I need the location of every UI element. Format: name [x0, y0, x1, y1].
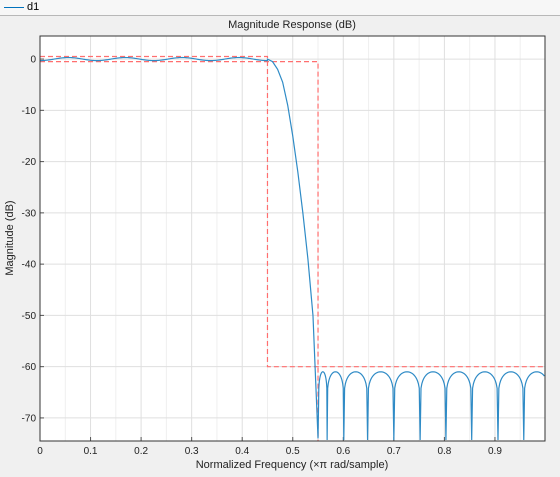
series-line-d1 — [40, 56, 545, 440]
x-tick-label: 0.3 — [185, 446, 199, 457]
x-tick-label: 0 — [37, 446, 43, 457]
x-tick-label: 0.6 — [336, 446, 350, 457]
y-tick-label: -30 — [22, 208, 37, 219]
x-tick-label: 0.1 — [84, 446, 98, 457]
mask-upper-line — [40, 55, 545, 368]
y-tick-label: -20 — [22, 157, 37, 168]
axes-border — [39, 35, 546, 442]
y-axis-label: Magnitude (dB) — [4, 200, 16, 275]
legend-line-icon — [4, 7, 24, 8]
legend-label-d1: d1 — [27, 1, 40, 13]
x-axis-label: Normalized Frequency (×π rad/sample) — [196, 459, 389, 471]
x-tick-label: 0.7 — [387, 446, 401, 457]
chart-title: Magnitude Response (dB) — [228, 19, 356, 31]
magnitude-response-chart: Magnitude Response (dB) 0 0.1 0.2 0.3 0.4 0.5… — [4, 19, 546, 471]
x-tick-label: 0.9 — [488, 446, 502, 457]
plot-area: 0 0.1 0.2 0.3 0.4 0.5 0.6 0.7 0.8 0.9 0 -10 -20 -30 -4… — [22, 35, 546, 457]
x-tick-label: 0.2 — [134, 446, 148, 457]
x-tick-label: 0.8 — [437, 446, 451, 457]
y-tick-label: -40 — [22, 260, 37, 271]
x-tick-label: 0.4 — [235, 446, 249, 457]
legend-bar: d1 — [0, 0, 560, 16]
x-tick-label: 0.5 — [286, 446, 300, 457]
y-tick-label: 0 — [30, 55, 36, 66]
y-tick-label: -60 — [22, 362, 37, 373]
y-tick-label: -70 — [22, 413, 37, 424]
y-tick-label: -50 — [22, 311, 37, 322]
y-tick-label: -10 — [22, 106, 37, 117]
mask-lower-line — [40, 61, 319, 441]
